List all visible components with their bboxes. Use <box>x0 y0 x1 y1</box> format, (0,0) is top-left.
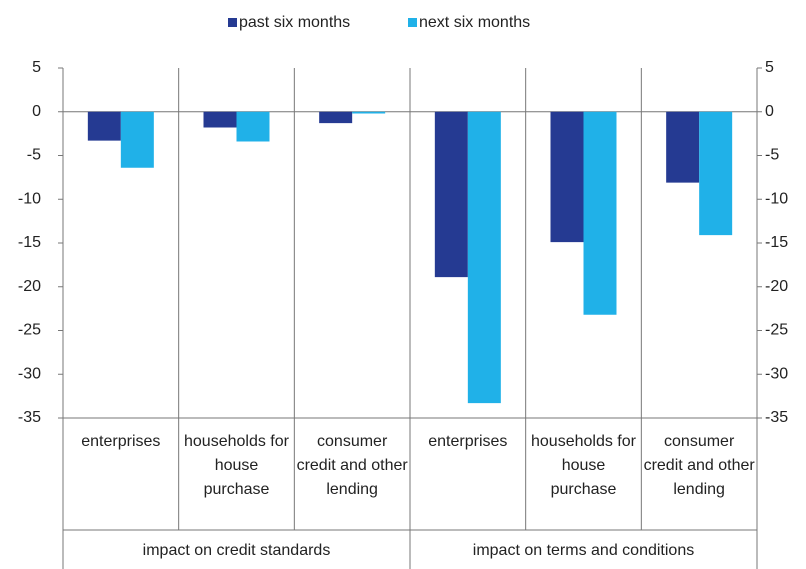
y-tick-label: 0 <box>32 103 41 120</box>
bar <box>120 111 154 168</box>
y-tick-label: -25 <box>18 322 41 339</box>
y-tick-label: -30 <box>18 365 41 382</box>
bar <box>434 111 468 278</box>
y2-tick-label: -20 <box>765 278 788 295</box>
bar <box>319 111 353 124</box>
y-tick-label: -15 <box>18 234 41 251</box>
legend-label: past six months <box>239 14 350 31</box>
legend-swatch <box>228 18 237 27</box>
y-tick-label: -20 <box>18 278 41 295</box>
legend-swatch <box>408 18 417 27</box>
y2-tick-label: -35 <box>765 409 788 426</box>
x-tick-label: enterprises <box>428 433 508 450</box>
group-label: impact on terms and conditions <box>473 542 694 559</box>
bar <box>699 111 733 236</box>
x-tick-label: households for house purchase <box>184 433 289 498</box>
y-tick-label: -10 <box>18 190 41 207</box>
y2-tick-label: -30 <box>765 365 788 382</box>
y-tick-label: 5 <box>32 59 41 76</box>
legend-label: next six months <box>419 14 530 31</box>
bar <box>666 111 700 183</box>
y2-tick-label: 5 <box>765 59 774 76</box>
x-tick-label: consumer credit and other lending <box>296 433 408 498</box>
bar <box>583 111 617 315</box>
y-tick-label: -35 <box>18 409 41 426</box>
y2-tick-label: -5 <box>765 147 779 164</box>
x-tick-label: households for house purchase <box>531 433 636 498</box>
y2-tick-label: -25 <box>765 322 788 339</box>
bar <box>203 111 237 128</box>
bar <box>87 111 121 141</box>
y2-tick-label: -10 <box>765 190 788 207</box>
bar <box>236 111 270 142</box>
y2-tick-label: 0 <box>765 103 774 120</box>
bar <box>352 111 386 114</box>
bar <box>467 111 501 404</box>
y-tick-label: -5 <box>27 147 41 164</box>
y2-tick-label: -15 <box>765 234 788 251</box>
x-tick-label: enterprises <box>81 433 161 450</box>
bar <box>550 111 584 243</box>
x-tick-label: consumer credit and other lending <box>643 433 755 498</box>
group-label: impact on credit standards <box>143 542 331 559</box>
